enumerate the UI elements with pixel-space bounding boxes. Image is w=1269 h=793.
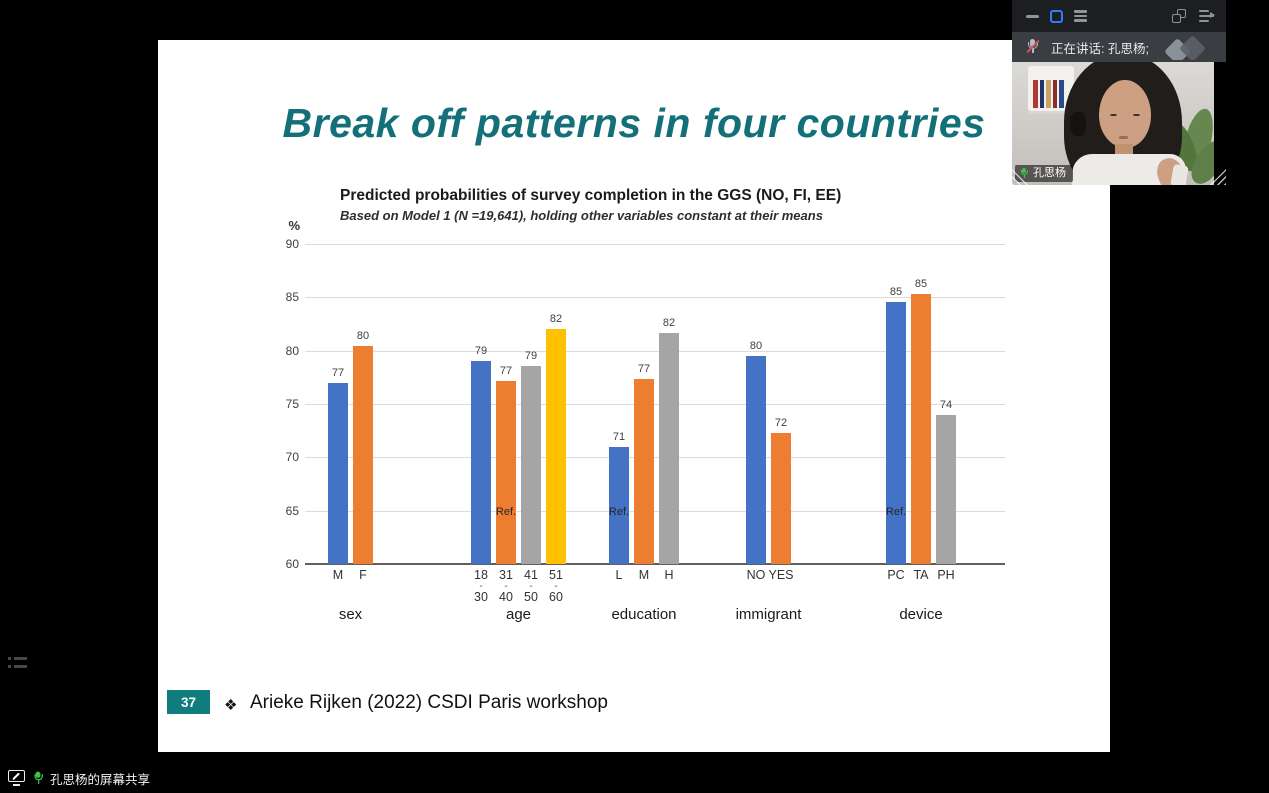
bar-age-18-30 <box>471 361 491 564</box>
video-letterbox <box>1214 62 1226 185</box>
group-label-age: age <box>505 606 532 623</box>
citation-text: Arieke Rijken (2022) CSDI Paris workshop <box>250 692 608 713</box>
bar-value-label: 80 <box>749 340 763 352</box>
group-label-immigrant: immigrant <box>735 606 802 623</box>
list-tool-icon[interactable] <box>8 657 30 673</box>
gridline <box>305 457 1005 459</box>
bar-age-31-40 <box>496 380 516 564</box>
speaking-text: 正在讲话: 孔思杨; <box>1051 41 1149 56</box>
bar-age-41-50 <box>521 365 541 564</box>
bar-value-label: 77 <box>637 363 651 376</box>
gridline <box>305 297 1005 299</box>
gridline <box>305 244 1005 245</box>
gridline <box>305 510 1005 512</box>
bar-education-L <box>609 446 629 564</box>
bar-immigrant-YES <box>771 432 791 564</box>
bar-value-label: 79 <box>524 349 538 362</box>
bar-value-label: 77 <box>499 364 513 377</box>
bar-value-label: 79 <box>474 345 488 358</box>
screen-share-icon <box>8 770 26 786</box>
group-label-device: device <box>899 606 943 623</box>
y-tick-label: 90 <box>285 237 299 251</box>
chart-title: Predicted probabilities of survey comple… <box>340 187 842 204</box>
mic-muted-icon[interactable] <box>1024 38 1041 56</box>
bar-value-label: 77 <box>331 366 345 379</box>
bar-sex-F <box>353 346 373 564</box>
mic-active-icon <box>1019 167 1029 180</box>
y-axis-unit-label: % <box>288 218 300 233</box>
group-label-sex: sex <box>338 606 363 623</box>
bullet-icon: ❖ <box>224 697 238 714</box>
meeting-app-logo-icon <box>1162 35 1214 60</box>
meeting-window-titlebar <box>1012 0 1226 32</box>
meeting-floating-window: 正在讲话: 孔思杨; <box>1012 0 1226 185</box>
bar-device-PC <box>886 301 906 564</box>
reference-category-label: Ref. <box>608 506 630 518</box>
screen-share-text: 孔思杨的屏幕共享 <box>50 772 151 787</box>
y-tick-label: 85 <box>285 290 299 305</box>
x-tick-label: NO <box>746 568 766 582</box>
x-tick-label: M <box>332 568 344 582</box>
bar-immigrant-NO <box>746 356 766 564</box>
x-tick-label: 31-40 <box>499 568 513 604</box>
bar-value-label: 82 <box>662 316 676 329</box>
x-tick-label: TA <box>913 568 929 582</box>
bar-value-label: 82 <box>549 313 563 326</box>
x-axis-line <box>305 563 1005 565</box>
float-window-icon[interactable] <box>1172 9 1186 23</box>
bar-education-M <box>634 379 654 564</box>
y-tick-label: 80 <box>285 343 299 358</box>
bar-device-TA <box>911 294 931 564</box>
bar-value-label: 71 <box>612 430 626 443</box>
x-tick-label: F <box>359 568 367 582</box>
webcam-image <box>1012 62 1214 185</box>
headphone-icon <box>1070 112 1086 136</box>
y-tick-label: 65 <box>285 503 299 518</box>
bar-education-H <box>659 332 679 564</box>
group-label-education: education <box>611 606 677 623</box>
shared-slide: Break off patterns in four countries Pre… <box>158 40 1110 752</box>
participant-name: 孔思杨 <box>1033 167 1066 179</box>
bar-value-label: 85 <box>914 278 928 291</box>
x-tick-label: L <box>615 568 623 582</box>
speaking-banner: 正在讲话: 孔思杨; <box>1012 32 1226 62</box>
bar-device-PH <box>936 414 956 564</box>
y-tick-label: 70 <box>285 450 299 465</box>
slide-page-number: 37 <box>167 690 210 714</box>
x-tick-label: YES <box>768 568 794 582</box>
x-tick-label: PC <box>887 568 905 582</box>
x-tick-label: 51-60 <box>549 568 563 604</box>
reference-category-label: Ref. <box>885 506 907 518</box>
menu-icon[interactable] <box>1074 10 1087 22</box>
y-tick-label: 75 <box>285 397 299 411</box>
x-tick-label: PH <box>937 568 955 582</box>
restore-window-icon[interactable] <box>1050 9 1063 23</box>
slide-title: Break off patterns in four countries <box>282 100 986 146</box>
chart-header: Predicted probabilities of survey comple… <box>340 187 841 223</box>
screen-share-statusbar: 孔思杨的屏幕共享 <box>8 767 150 789</box>
bar-value-label: 80 <box>356 330 370 343</box>
participant-video-tile[interactable]: 孔思杨 <box>1012 62 1226 185</box>
bar-value-label: 72 <box>774 416 788 429</box>
collapse-panel-icon[interactable] <box>1199 10 1215 22</box>
bar-age-51-60 <box>546 329 566 564</box>
reference-category-label: Ref. <box>495 506 517 518</box>
x-tick-label: M <box>638 568 650 582</box>
x-tick-label: 18-30 <box>474 568 488 604</box>
gridline <box>305 404 1005 405</box>
y-tick-label: 60 <box>285 557 299 571</box>
bar-value-label: 85 <box>889 285 903 298</box>
bar-value-label: 74 <box>939 398 953 411</box>
minimize-icon[interactable] <box>1026 14 1039 18</box>
x-tick-label: 41-50 <box>524 568 538 604</box>
mic-active-icon <box>32 770 45 786</box>
bar-sex-M <box>328 382 348 564</box>
chart-subtitle: Based on Model 1 (N =19,641), holding ot… <box>340 208 823 223</box>
gridline <box>305 350 1005 352</box>
participant-name-tag: 孔思杨 <box>1015 165 1073 182</box>
x-tick-label: H <box>664 568 674 582</box>
